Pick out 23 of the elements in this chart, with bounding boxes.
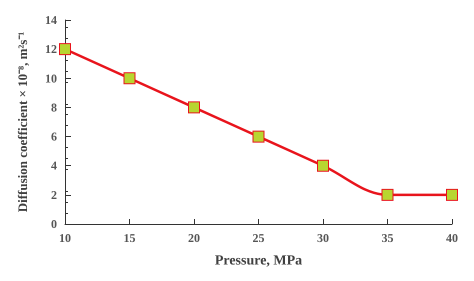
point [382, 188, 394, 201]
y-tick-label: 6 [51, 130, 57, 144]
x-tick-label: 35 [382, 231, 394, 245]
x-tick-label: 20 [188, 231, 200, 245]
y-tick-label: 2 [51, 188, 57, 202]
x-tick-label: 30 [317, 231, 329, 245]
point [317, 160, 329, 172]
y-axis-title: Diffusion coefficient × 10⁻⁸, m²s⁻¹ [15, 32, 30, 212]
point [188, 101, 200, 114]
y-tick-label: 10 [45, 71, 57, 86]
x-tick-label: 40 [446, 231, 458, 245]
y-tick-label: 0 [51, 217, 57, 231]
point [59, 43, 71, 56]
point [124, 72, 136, 84]
x-tick-label: 15 [124, 231, 136, 245]
y-tick-label: 12 [45, 42, 57, 56]
y-tick-label: 4 [51, 158, 57, 173]
point [252, 130, 264, 143]
point [446, 188, 458, 201]
y-tick-label: 14 [45, 13, 57, 27]
x-axis-title: Pressure, MPa [214, 254, 302, 268]
y-tick-label: 8 [51, 100, 57, 114]
x-tick-label: 25 [252, 231, 264, 245]
